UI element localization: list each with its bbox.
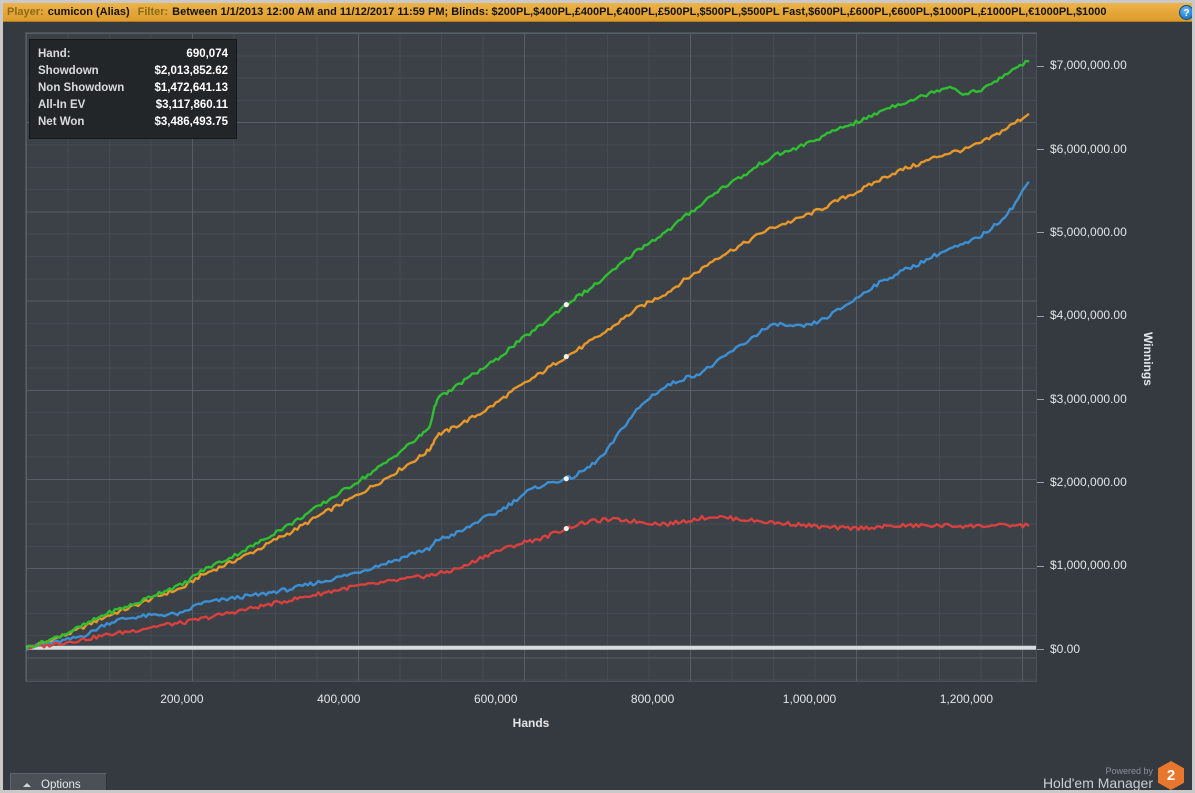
stat-row: All-In EV $3,117,860.11 bbox=[38, 97, 228, 114]
player-label: Player: bbox=[7, 6, 44, 18]
stats-tooltip: Hand: 690,074 Showdown $2,013,852.62 Non Sho… bbox=[29, 39, 237, 139]
stat-row: Showdown $2,013,852.62 bbox=[38, 63, 228, 80]
stat-label: Net Won bbox=[38, 116, 85, 128]
y-axis-tick-label: $6,000,000.00 bbox=[1050, 141, 1127, 156]
y-axis-tick-label: $5,000,000.00 bbox=[1050, 225, 1127, 239]
hover-marker bbox=[563, 353, 569, 360]
y-tick-mark bbox=[1037, 315, 1044, 317]
stat-label: Non Showdown bbox=[38, 82, 125, 94]
hover-marker bbox=[563, 476, 569, 482]
chart-curves bbox=[26, 59, 1036, 651]
chevron-up-icon bbox=[23, 783, 31, 787]
x-axis-tick-label: 800,000 bbox=[630, 692, 675, 706]
stat-value: $2,013,852.62 bbox=[154, 65, 228, 77]
x-axis-tick-label: 1,200,000 bbox=[939, 692, 994, 706]
y-axis-tick: $1,000,000.00 bbox=[1037, 558, 1127, 572]
player-value: cumicon (Alias) bbox=[47, 6, 130, 18]
x-axis-title: Hands bbox=[512, 716, 550, 730]
filter-value: Between 1/1/2013 12:00 AM and 11/12/2017… bbox=[172, 6, 1107, 18]
y-axis-tick: $6,000,000.00 bbox=[1037, 142, 1127, 156]
brand-badge: 2 bbox=[1158, 761, 1184, 790]
x-axis: 200,000 400,000 600,000 800,000 1,000,000 1,2… bbox=[25, 684, 1037, 710]
y-tick-mark bbox=[1037, 482, 1044, 484]
x-axis-tick-label: 400,000 bbox=[317, 692, 361, 706]
y-axis-title: Winnings bbox=[1141, 332, 1155, 386]
stat-label: Showdown bbox=[38, 65, 99, 77]
stat-row: Non Showdown $1,472,641.13 bbox=[38, 80, 228, 97]
y-tick-mark bbox=[1037, 65, 1044, 67]
y-axis-tick: $2,000,000.00 bbox=[1037, 475, 1127, 489]
series-line-non-showdown bbox=[26, 514, 1030, 650]
brand-name: Hold'em Manager bbox=[1042, 775, 1153, 792]
y-axis: $0.00 $1,000,000.00 $2,000,000.00 $3,000,00… bbox=[1037, 32, 1167, 682]
series-line-all-in-ev bbox=[26, 113, 1030, 651]
options-button-label: Options bbox=[41, 779, 81, 791]
y-axis-tick: $0.00 bbox=[1037, 642, 1080, 656]
filter-bar: Player: cumicon (Alias) Filter: Between … bbox=[3, 3, 1192, 22]
y-axis-tick-label: $2,000,000.00 bbox=[1050, 475, 1127, 489]
y-axis-tick-label: $0.00 bbox=[1050, 641, 1081, 656]
y-axis-tick-label: $7,000,000.00 bbox=[1050, 58, 1127, 73]
stat-value: 690,074 bbox=[186, 48, 228, 60]
y-axis-tick: $7,000,000.00 bbox=[1037, 58, 1127, 72]
y-axis-tick: $5,000,000.00 bbox=[1037, 225, 1127, 239]
branding: Powered by Hold'em Manager 2 bbox=[1042, 761, 1184, 792]
y-tick-mark bbox=[1037, 149, 1044, 151]
stat-label: Hand: bbox=[38, 48, 71, 60]
y-tick-mark bbox=[1037, 649, 1044, 651]
hover-marker bbox=[563, 525, 569, 532]
y-tick-mark bbox=[1037, 565, 1044, 567]
stat-row: Hand: 690,074 bbox=[38, 46, 228, 63]
y-axis-tick: $3,000,000.00 bbox=[1037, 392, 1127, 406]
y-axis-tick: $4,000,000.00 bbox=[1037, 308, 1127, 322]
series-line-net-won bbox=[26, 59, 1030, 651]
y-tick-mark bbox=[1037, 399, 1044, 401]
x-axis-tick-label: 200,000 bbox=[160, 692, 204, 706]
y-axis-tick-label: $1,000,000.00 bbox=[1050, 558, 1127, 573]
stat-value: $1,472,641.13 bbox=[154, 82, 228, 94]
help-icon[interactable]: ? bbox=[1179, 5, 1192, 20]
x-axis-tick-label: 600,000 bbox=[473, 692, 518, 706]
y-axis-tick-label: $4,000,000.00 bbox=[1050, 308, 1127, 323]
stat-label: All-In EV bbox=[38, 99, 86, 111]
y-axis-tick-label: $3,000,000.00 bbox=[1050, 391, 1127, 406]
options-button[interactable]: Options bbox=[10, 773, 107, 791]
plot-area[interactable] bbox=[25, 32, 1037, 682]
x-axis-tick-label: 1,000,000 bbox=[782, 692, 837, 706]
filter-label: Filter: bbox=[137, 6, 169, 18]
hover-marker bbox=[563, 302, 569, 308]
y-tick-mark bbox=[1037, 232, 1044, 234]
chart-area: $0.00 $1,000,000.00 $2,000,000.00 $3,000,00… bbox=[3, 22, 1192, 764]
series-line-showdown bbox=[26, 181, 1030, 651]
grid-major bbox=[26, 33, 1036, 681]
stat-value: $3,486,493.75 bbox=[154, 116, 228, 128]
stat-value: $3,117,860.11 bbox=[155, 99, 228, 111]
powered-by-label: Powered by bbox=[1105, 765, 1153, 776]
stat-row: Net Won $3,486,493.75 bbox=[38, 114, 228, 131]
